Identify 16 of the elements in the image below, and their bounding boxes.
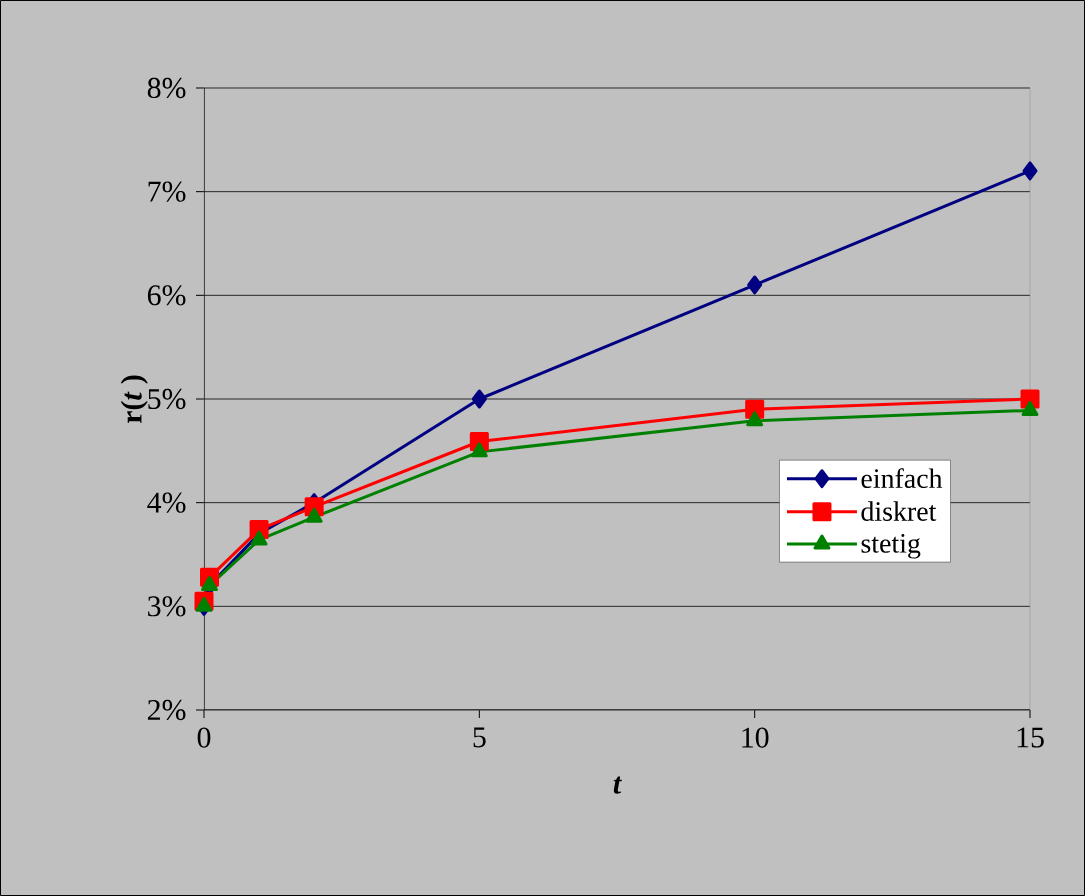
- x-tick-label: 15: [1017, 727, 1044, 748]
- y-tick-label: 6%: [147, 285, 186, 306]
- y-tick-label: 4%: [147, 492, 186, 513]
- y-tick-label: 2%: [147, 699, 186, 721]
- x-tick-label: 10: [742, 727, 769, 748]
- y-tick-label: 5%: [148, 388, 186, 410]
- y-tick-label: 3%: [148, 596, 186, 617]
- legend-label: stetig: [861, 534, 921, 559]
- y-axis-title: r(t ): [120, 375, 148, 424]
- legend-label: einfach: [861, 468, 943, 489]
- x-tick-label: 0: [197, 727, 211, 748]
- y-tick-label: 8%: [147, 77, 186, 99]
- x-tick-label: 5: [473, 727, 486, 748]
- x-axis-title: t: [613, 776, 622, 794]
- legend-label: diskret: [861, 501, 937, 521]
- y-tick-label: 7%: [148, 181, 186, 202]
